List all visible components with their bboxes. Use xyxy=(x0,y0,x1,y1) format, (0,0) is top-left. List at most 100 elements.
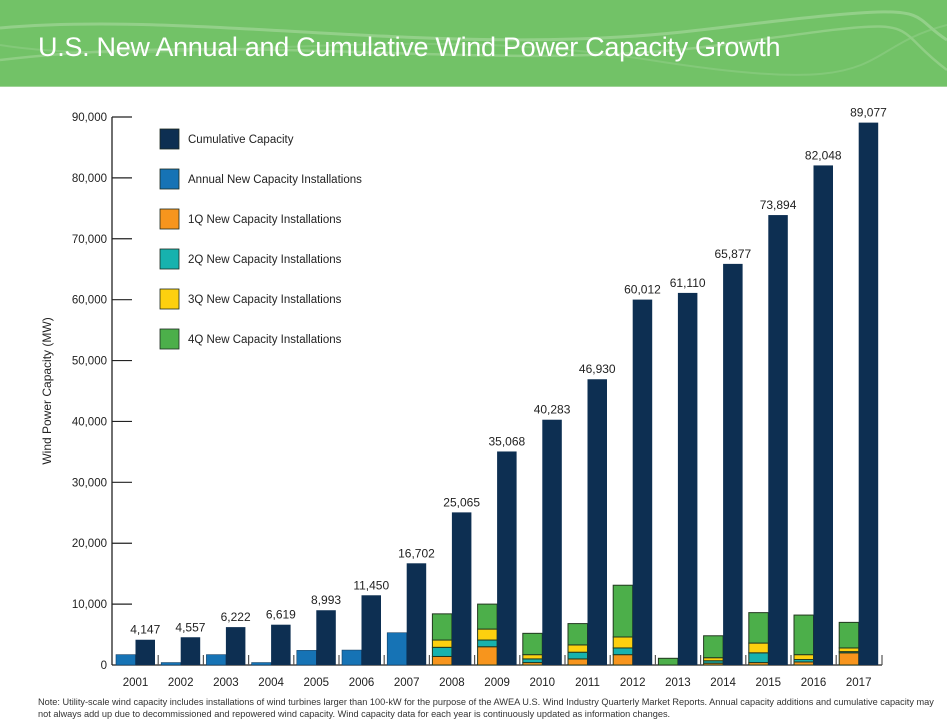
y-tick-label: 60,000 xyxy=(72,295,107,307)
bar-q1-2011 xyxy=(567,658,588,666)
bar-cumulative-2009 xyxy=(497,451,517,665)
bar-q3-2015 xyxy=(748,642,769,654)
bar-cumulative-2005 xyxy=(316,610,336,665)
bar-annual-2005 xyxy=(296,650,317,666)
chart-title: U.S. New Annual and Cumulative Wind Powe… xyxy=(38,32,781,62)
legend-swatch-q1 xyxy=(159,208,180,230)
x-tick-label: 2002 xyxy=(168,677,194,689)
data-label-cumulative: 82,048 xyxy=(805,148,842,162)
bar-cumulative-2015 xyxy=(768,215,788,666)
legend-label-q1: 1Q New Capacity Installations xyxy=(188,214,342,226)
x-tick-label: 2001 xyxy=(123,677,149,689)
data-label-cumulative: 4,147 xyxy=(130,623,160,637)
bar-q2-2010 xyxy=(522,658,543,664)
bar-cumulative-2007 xyxy=(406,563,427,665)
bar-cumulative-2017 xyxy=(858,122,879,665)
bar-q4-2016 xyxy=(793,614,814,656)
bar-cumulative-2011 xyxy=(587,379,607,665)
legend-swatch-annual xyxy=(159,168,180,190)
bar-q3-2012 xyxy=(612,636,634,649)
y-tick-label: 90,000 xyxy=(72,112,107,124)
x-tick-label: 2011 xyxy=(575,677,600,689)
x-tick-label: 2014 xyxy=(710,677,736,689)
bar-q2-2012 xyxy=(612,647,634,656)
data-label-cumulative: 16,702 xyxy=(398,546,435,560)
bar-q2-2008 xyxy=(431,646,453,657)
footnote: Note: Utility-scale wind capacity includ… xyxy=(38,697,934,719)
data-label-cumulative: 4,557 xyxy=(175,620,205,634)
bar-q4-2013 xyxy=(657,657,679,666)
bar-cumulative-2010 xyxy=(542,419,562,665)
bar-q4-2015 xyxy=(748,612,769,644)
bar-cumulative-2001 xyxy=(135,639,155,665)
legend-swatch-q2 xyxy=(159,248,180,270)
bar-q4-2017 xyxy=(838,621,860,649)
data-label-cumulative: 46,930 xyxy=(579,362,616,376)
data-label-cumulative: 6,222 xyxy=(221,610,251,624)
x-tick-label: 2008 xyxy=(439,677,465,689)
bar-cumulative-2013 xyxy=(677,292,698,665)
bar-q4-2012 xyxy=(612,584,634,638)
bar-q4-2009 xyxy=(477,603,498,630)
bar-q2-2011 xyxy=(567,651,588,660)
bar-cumulative-2016 xyxy=(813,165,833,666)
data-label-cumulative: 61,110 xyxy=(670,276,706,290)
bar-annual-2004 xyxy=(251,662,272,666)
y-tick-label: 50,000 xyxy=(72,356,107,368)
legend-label-annual: Annual New Capacity Installations xyxy=(188,174,362,186)
x-tick-label: 2015 xyxy=(756,677,782,689)
bar-cumulative-2002 xyxy=(180,637,201,665)
data-label-cumulative: 65,877 xyxy=(714,247,751,261)
data-label-cumulative: 11,450 xyxy=(353,578,389,592)
x-tick-label: 2017 xyxy=(846,677,872,689)
legend-label-q4: 4Q New Capacity Installations xyxy=(188,334,342,346)
bar-q3-2009 xyxy=(477,628,498,641)
bar-cumulative-2012 xyxy=(632,299,653,665)
bar-annual-2006 xyxy=(341,649,362,666)
legend-swatch-cumulative xyxy=(159,128,180,150)
x-tick-label: 2007 xyxy=(394,677,420,689)
bar-q4-2011 xyxy=(567,623,588,646)
y-tick-label: 40,000 xyxy=(72,416,107,428)
x-tick-label: 2009 xyxy=(484,677,510,689)
bar-q3-2008 xyxy=(431,639,453,648)
bar-cumulative-2004 xyxy=(271,624,291,665)
bar-q3-2011 xyxy=(567,644,588,653)
bar-q4-2008 xyxy=(431,613,453,641)
bar-q1-2012 xyxy=(612,654,634,666)
bar-q3-2010 xyxy=(522,654,543,660)
bar-q3-2016 xyxy=(793,654,814,661)
bar-annual-2003 xyxy=(206,654,227,666)
x-tick-label: 2006 xyxy=(349,677,375,689)
bar-cumulative-2003 xyxy=(225,627,246,665)
x-tick-label: 2016 xyxy=(801,677,827,689)
x-tick-label: 2005 xyxy=(304,677,330,689)
title-banner: U.S. New Annual and Cumulative Wind Powe… xyxy=(0,0,947,87)
y-tick-label: 30,000 xyxy=(72,477,107,489)
legend-swatch-q4 xyxy=(159,328,180,350)
bar-q2-2015 xyxy=(748,652,769,664)
bar-cumulative-2008 xyxy=(451,512,472,665)
bar-q4-2014 xyxy=(703,635,724,659)
y-tick-label: 20,000 xyxy=(72,538,107,550)
x-tick-label: 2004 xyxy=(258,677,284,689)
y-tick-label: 70,000 xyxy=(72,234,107,246)
legend-swatch-q3 xyxy=(159,288,180,310)
bar-cumulative-2014 xyxy=(723,263,743,665)
bar-q1-2017 xyxy=(838,652,860,666)
x-tick-label: 2012 xyxy=(620,677,646,689)
y-tick-label: 10,000 xyxy=(72,599,107,611)
bar-annual-2002 xyxy=(160,662,181,666)
banner-wave-decoration xyxy=(0,10,947,76)
bar-q1-2008 xyxy=(431,655,453,666)
bar-cumulative-2006 xyxy=(361,595,381,665)
data-label-cumulative: 60,012 xyxy=(624,283,661,297)
data-label-cumulative: 25,065 xyxy=(443,495,480,509)
legend-label-q2: 2Q New Capacity Installations xyxy=(188,254,342,266)
data-label-cumulative: 6,619 xyxy=(266,608,296,622)
x-tick-label: 2010 xyxy=(530,677,556,689)
bar-q4-2010 xyxy=(522,632,543,656)
bar-q1-2009 xyxy=(477,646,498,666)
data-label-cumulative: 8,993 xyxy=(311,593,341,607)
legend-label-cumulative: Cumulative Capacity xyxy=(188,134,294,146)
